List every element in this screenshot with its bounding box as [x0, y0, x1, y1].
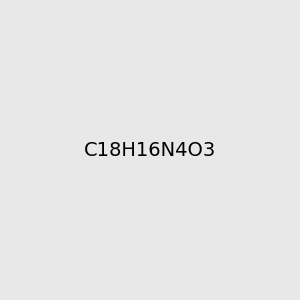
Text: C18H16N4O3: C18H16N4O3 — [84, 140, 216, 160]
